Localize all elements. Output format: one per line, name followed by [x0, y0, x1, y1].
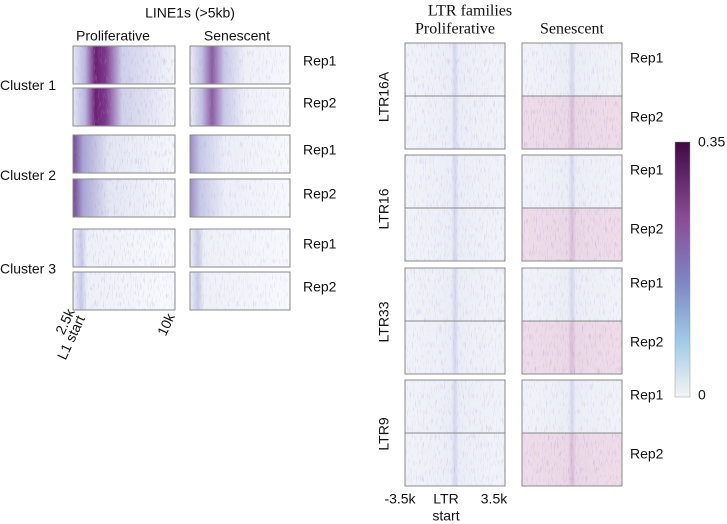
colorbar-max: 0.35: [698, 134, 725, 150]
left-title: LINE1s (>5kb): [145, 5, 235, 21]
panel-border: [72, 134, 176, 174]
rep-label: Rep2: [630, 221, 664, 237]
panel-border: [72, 228, 176, 268]
cluster-label: Cluster 3: [0, 261, 56, 277]
heatmap-texture: [405, 43, 505, 96]
heatmap-texture: [522, 43, 622, 96]
heatmap-texture: [190, 135, 290, 173]
x-label: -3.5k: [384, 491, 416, 507]
heatmap-texture: [190, 179, 290, 217]
column-header: Senescent: [204, 28, 270, 44]
panel-border: [521, 432, 623, 487]
heatmap-texture: [190, 46, 290, 84]
cluster-label: Cluster 1: [0, 77, 56, 93]
rep-label: Rep2: [303, 186, 337, 202]
rep-label: Rep2: [630, 334, 664, 350]
x-label: start: [432, 508, 459, 524]
panel-border: [404, 95, 506, 150]
panel-border: [521, 320, 623, 375]
family-label: LTR16A: [376, 71, 392, 122]
heatmap-texture: [190, 229, 290, 267]
rep-label: Rep2: [303, 279, 337, 295]
rep-label: Rep1: [630, 162, 664, 178]
panel-border: [72, 45, 176, 85]
heatmap-texture: [190, 88, 290, 126]
column-header: Senescent: [540, 21, 605, 38]
x-label: LTR: [433, 491, 458, 507]
colorbar: [674, 141, 691, 398]
panel-border: [189, 87, 291, 127]
rep-label: Rep2: [630, 109, 664, 125]
heatmap-texture: [522, 208, 622, 261]
panel-border: [521, 95, 623, 150]
rep-label: Rep1: [303, 236, 337, 252]
heatmap-texture: [73, 272, 175, 310]
panel-border: [72, 178, 176, 218]
panel-border: [521, 207, 623, 262]
heatmap-texture: [190, 272, 290, 310]
heatmap-texture: [405, 268, 505, 321]
heatmap-texture: [73, 135, 175, 173]
rep-label: Rep1: [630, 50, 664, 66]
panel-border: [189, 228, 291, 268]
heatmap-texture: [73, 229, 175, 267]
panel-border: [189, 178, 291, 218]
family-label: LTR16: [376, 188, 392, 229]
x-label: 10k: [154, 310, 178, 338]
panel-border: [189, 134, 291, 174]
heatmap-texture: [405, 155, 505, 208]
heatmap-texture: [405, 321, 505, 374]
heatmap-texture: [522, 433, 622, 486]
rep-label: Rep1: [630, 387, 664, 403]
panel-border: [404, 320, 506, 375]
rep-label: Rep2: [630, 446, 664, 462]
panel-border: [404, 207, 506, 262]
heatmap-texture: [522, 268, 622, 321]
x-label: 3.5k: [481, 491, 508, 507]
cluster-label: Cluster 2: [0, 167, 56, 183]
heatmap-texture: [522, 380, 622, 433]
rep-label: Rep1: [630, 275, 664, 291]
column-header: Proliferative: [76, 28, 150, 44]
panel-border: [72, 271, 176, 311]
panel-border: [404, 432, 506, 487]
heatmap-texture: [405, 433, 505, 486]
heatmap-texture: [405, 208, 505, 261]
family-label: LTR9: [376, 417, 392, 450]
panel-border: [189, 271, 291, 311]
heatmap-texture: [522, 96, 622, 149]
rep-label: Rep1: [303, 142, 337, 158]
family-label: LTR33: [376, 301, 392, 342]
heatmap-texture: [405, 380, 505, 433]
panel-border: [72, 87, 176, 127]
colorbar-min: 0: [698, 387, 706, 403]
heatmap-texture: [405, 96, 505, 149]
rep-label: Rep2: [303, 95, 337, 111]
heatmap-texture: [73, 179, 175, 217]
heatmap-texture: [522, 321, 622, 374]
panel-border: [189, 45, 291, 85]
right-title: LTR families: [428, 3, 512, 20]
heatmap-texture: [73, 46, 175, 84]
rep-label: Rep1: [303, 53, 337, 69]
heatmap-texture: [522, 155, 622, 208]
column-header: Proliferative: [415, 21, 495, 38]
heatmap-texture: [73, 88, 175, 126]
